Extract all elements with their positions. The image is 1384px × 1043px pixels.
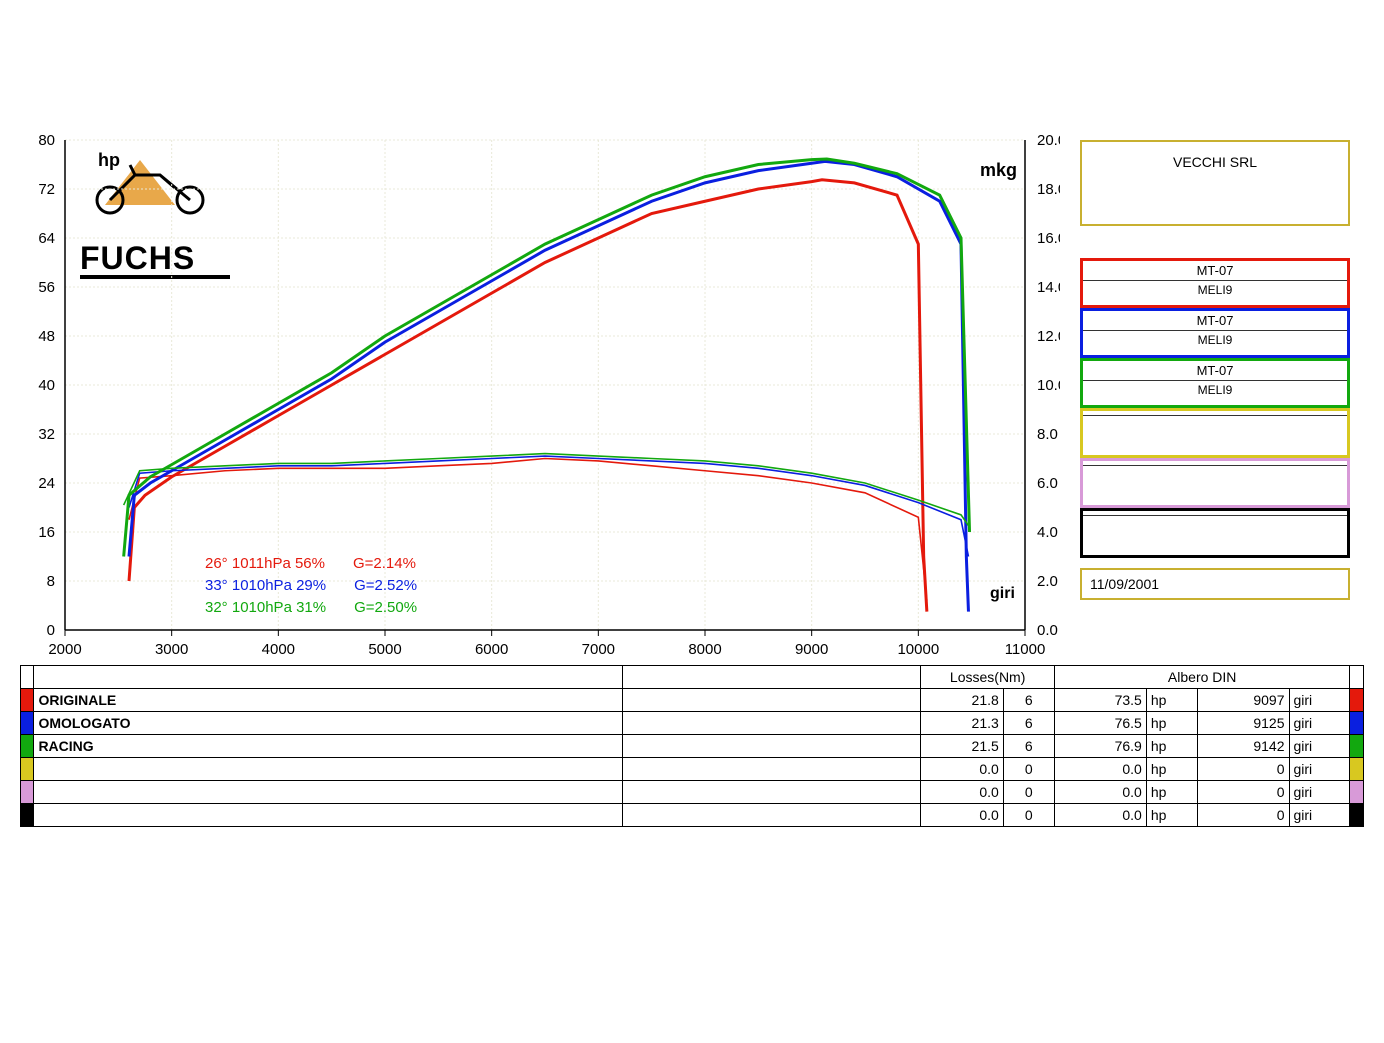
- table-row: 0.0 0 0.0 hp 0 giri: [21, 758, 1364, 781]
- svg-text:20.0: 20.0: [1037, 132, 1060, 149]
- legend-sub: [1083, 515, 1347, 520]
- svg-text:8000: 8000: [688, 641, 721, 658]
- svg-text:10000: 10000: [897, 641, 939, 658]
- dyno-chart: 2000 3000 4000 5000 6000 7000 8000 9000 10000 110…: [0, 120, 1060, 660]
- svg-text:16.0: 16.0: [1037, 230, 1060, 247]
- company-name: VECCHI SRL: [1173, 154, 1257, 170]
- svg-text:2.0: 2.0: [1037, 573, 1058, 590]
- svg-text:16: 16: [38, 524, 55, 541]
- svg-text:4000: 4000: [262, 641, 295, 658]
- svg-text:12.0: 12.0: [1037, 328, 1060, 345]
- svg-text:18.0: 18.0: [1037, 181, 1060, 198]
- svg-text:3000: 3000: [155, 641, 188, 658]
- table-row: RACING 21.5 6 76.9 hp 9142 giri: [21, 735, 1364, 758]
- svg-text:9000: 9000: [795, 641, 828, 658]
- condition-line: 32° 1010hPa 31%G=2.50%: [205, 599, 417, 616]
- legend-item: MT-07MELI9: [1080, 258, 1350, 308]
- condition-line: 26° 1011hPa 56%G=2.14%: [205, 555, 416, 572]
- svg-text:11000: 11000: [1005, 641, 1046, 658]
- svg-text:24: 24: [38, 475, 55, 492]
- condition-line: 33° 1010hPa 29%G=2.52%: [205, 577, 417, 594]
- company-title-box: VECCHI SRL: [1080, 140, 1350, 226]
- svg-text:80: 80: [38, 132, 55, 149]
- svg-text:5000: 5000: [368, 641, 401, 658]
- svg-text:56: 56: [38, 279, 55, 296]
- legend-item: [1080, 458, 1350, 508]
- svg-text:8.0: 8.0: [1037, 426, 1058, 443]
- date-box: 11/09/2001: [1080, 568, 1350, 600]
- svg-text:64: 64: [38, 230, 55, 247]
- legend-model: MT-07: [1083, 311, 1347, 330]
- svg-text:10.0: 10.0: [1037, 377, 1060, 394]
- legend-model: MT-07: [1083, 261, 1347, 280]
- table-header-row: Losses(Nm) Albero DIN: [21, 666, 1364, 689]
- table-row: OMOLOGATO 21.3 6 76.5 hp 9125 giri: [21, 712, 1364, 735]
- dyno-chart-page: FUCHS 2000300040005000600070008000900010…: [0, 0, 1384, 1043]
- legend-sub: [1083, 465, 1347, 470]
- svg-text:48: 48: [38, 328, 55, 345]
- svg-text:0.0: 0.0: [1037, 622, 1058, 639]
- svg-text:6000: 6000: [475, 641, 508, 658]
- legend-item: MT-07MELI9: [1080, 308, 1350, 358]
- svg-text:8: 8: [47, 573, 55, 590]
- table-row: 0.0 0 0.0 hp 0 giri: [21, 804, 1364, 827]
- legend-sub: [1083, 415, 1347, 420]
- results-table: Losses(Nm) Albero DIN ORIGINALE 21.8 6 7…: [20, 665, 1364, 827]
- date-text: 11/09/2001: [1090, 576, 1159, 592]
- table-row: 0.0 0 0.0 hp 0 giri: [21, 781, 1364, 804]
- svg-text:4.0: 4.0: [1037, 524, 1058, 541]
- legend-sub: MELI9: [1083, 330, 1347, 349]
- table-row: ORIGINALE 21.8 6 73.5 hp 9097 giri: [21, 689, 1364, 712]
- svg-text:2000: 2000: [48, 641, 81, 658]
- svg-text:40: 40: [38, 377, 55, 394]
- svg-text:6.0: 6.0: [1037, 475, 1058, 492]
- legend-sub: MELI9: [1083, 380, 1347, 399]
- y-right-axis-label: mkg: [980, 160, 1017, 181]
- legend-item: [1080, 408, 1350, 458]
- svg-text:7000: 7000: [582, 641, 615, 658]
- legend-model: MT-07: [1083, 361, 1347, 380]
- y-left-axis-label: hp: [98, 150, 120, 171]
- svg-text:72: 72: [38, 181, 55, 198]
- legend-sub: MELI9: [1083, 280, 1347, 299]
- legend-item: MT-07MELI9: [1080, 358, 1350, 408]
- svg-text:14.0: 14.0: [1037, 279, 1060, 296]
- x-axis-label: giri: [990, 585, 1015, 603]
- legend-item: [1080, 508, 1350, 558]
- svg-text:0: 0: [47, 622, 55, 639]
- svg-text:32: 32: [38, 426, 55, 443]
